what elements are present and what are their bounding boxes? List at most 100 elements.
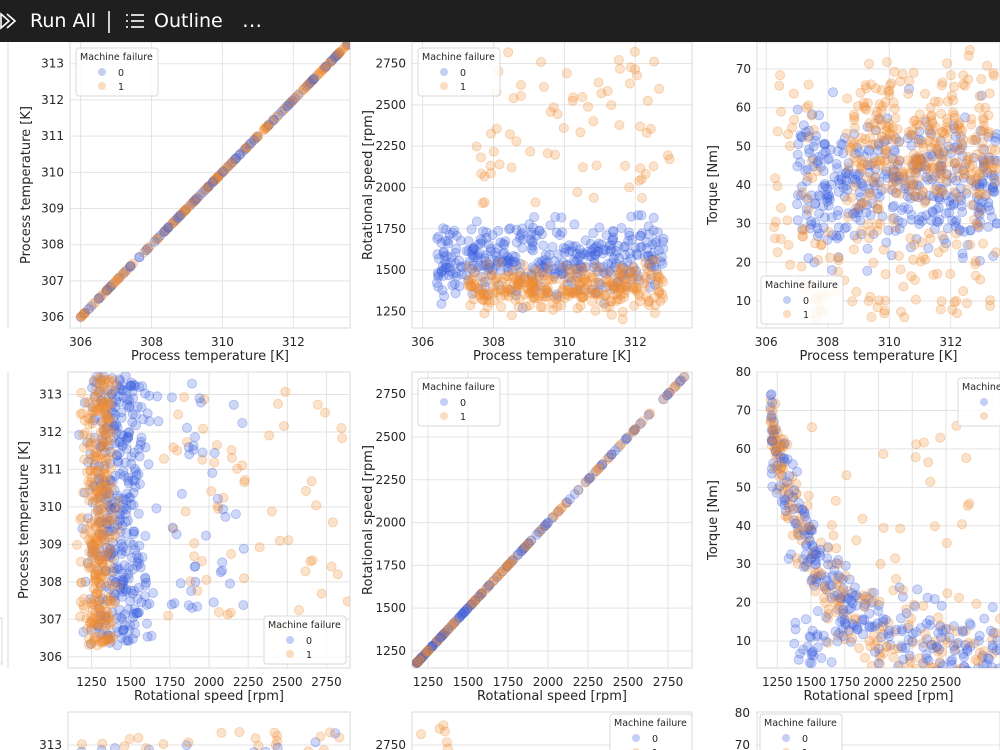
more-actions-button[interactable]: ⋯ — [242, 4, 263, 46]
scatter-point — [823, 559, 834, 570]
x-tick-label: 308 — [816, 335, 839, 349]
y-axis-label: Process temperature [K] — [17, 441, 32, 599]
scatter-point — [950, 188, 961, 199]
scatter-point — [964, 161, 975, 172]
scatter-point — [114, 437, 125, 448]
legend-label-1: 1 — [306, 650, 312, 661]
scatter-point — [522, 267, 533, 278]
scatter-point — [874, 99, 885, 110]
scatter-point — [896, 306, 907, 317]
scatter-point — [788, 88, 799, 99]
more-actions-icon: ⋯ — [242, 13, 263, 37]
scatter-point — [113, 456, 124, 467]
scatter-point — [808, 141, 819, 152]
scatter-point — [92, 505, 103, 516]
scatter-point — [813, 190, 824, 201]
scatter-point — [965, 239, 976, 250]
scatter-point — [230, 154, 241, 165]
scatter-point — [104, 513, 115, 524]
scatter-point — [942, 58, 953, 69]
scatter-point — [979, 613, 990, 624]
x-axis-label: Process temperature [K] — [131, 349, 289, 364]
scatter-point — [981, 164, 992, 175]
scatter-point — [873, 113, 884, 124]
scatter-point — [207, 176, 218, 187]
scatter-point — [975, 125, 986, 136]
scatter-point — [526, 237, 537, 248]
scatter-point — [203, 181, 214, 192]
scatter-point — [580, 285, 591, 296]
scatter-point — [75, 611, 86, 622]
scatter-point — [817, 182, 828, 193]
scatter-point — [123, 604, 134, 615]
scatter-point — [979, 161, 990, 172]
scatter-point — [95, 292, 106, 303]
scatter-point — [855, 215, 866, 226]
scatter-point — [853, 204, 864, 215]
scatter-point — [978, 171, 989, 182]
scatter-point — [526, 269, 537, 280]
scatter-point — [525, 279, 536, 290]
scatter-point — [848, 244, 859, 255]
scatter-point — [790, 617, 801, 628]
scatter-point — [856, 229, 867, 240]
scatter-point — [833, 146, 844, 157]
scatter-point — [528, 288, 539, 299]
scatter-point — [123, 635, 134, 646]
scatter-point — [929, 96, 940, 107]
scatter-point — [209, 457, 220, 468]
scatter-point — [953, 120, 964, 131]
scatter-point — [504, 254, 515, 265]
scatter-point — [864, 184, 875, 195]
scatter-point — [588, 228, 599, 239]
scatter-point — [117, 439, 128, 450]
scatter-point — [946, 659, 957, 668]
scatter-point — [130, 544, 141, 555]
scatter-point — [511, 224, 522, 235]
scatter-point — [874, 176, 885, 187]
scatter-point — [320, 61, 331, 72]
scatter-point — [878, 135, 889, 146]
scatter-point — [821, 636, 832, 647]
scatter-point — [797, 231, 808, 242]
legend-title: Machine failure — [962, 382, 1000, 393]
scatter-point — [293, 605, 304, 616]
scatter-point — [136, 597, 147, 608]
scatter-point — [945, 200, 956, 211]
scatter-point — [974, 630, 985, 641]
scatter-point — [835, 178, 846, 189]
scatter-point — [606, 296, 617, 307]
scatter-point — [796, 190, 807, 201]
scatter-point — [472, 250, 483, 261]
scatter-point — [317, 64, 328, 75]
scatter-point — [331, 50, 342, 61]
scatter-point — [308, 74, 319, 85]
scatter-point — [528, 222, 539, 233]
scatter-point — [958, 79, 969, 90]
scatter-point — [531, 230, 542, 241]
scatter-point — [121, 434, 132, 445]
scatter-point — [115, 584, 126, 595]
scatter-point — [577, 291, 588, 302]
legend-marker-0 — [632, 734, 640, 742]
scatter-point — [439, 291, 450, 302]
scatter-point — [503, 291, 514, 302]
x-tick-label: 2250 — [573, 675, 604, 689]
scatter-point — [101, 518, 112, 529]
scatter-point — [480, 281, 491, 292]
scatter-point — [947, 172, 958, 183]
scatter-point — [88, 298, 99, 309]
outline-button[interactable]: Outline — [124, 0, 223, 42]
scatter-point — [252, 131, 263, 142]
run-all-button[interactable]: Run All — [0, 0, 96, 42]
scatter-point — [934, 192, 945, 203]
scatter-point — [614, 253, 625, 264]
scatter-point — [816, 568, 827, 579]
scatter-point — [918, 186, 929, 197]
scatter-point — [123, 402, 134, 413]
scatter-point — [986, 165, 997, 176]
scatter-point — [802, 500, 813, 511]
scatter-point — [942, 223, 953, 234]
scatter-point — [119, 560, 130, 571]
y-tick-label: 50 — [736, 139, 751, 153]
